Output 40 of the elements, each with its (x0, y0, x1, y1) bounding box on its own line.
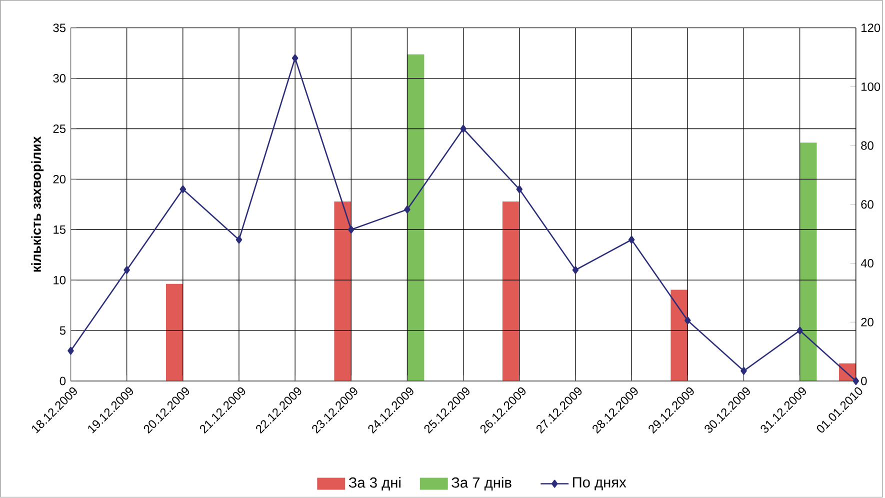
y-tick-label: 5 (60, 326, 66, 335)
y-tick-label: 35 (53, 24, 66, 32)
point (236, 236, 242, 244)
y2-tick-label: 120 (862, 24, 880, 32)
point (404, 206, 410, 214)
bar (407, 54, 424, 382)
point (684, 316, 691, 325)
y-tick-label: 25 (53, 124, 66, 134)
y2-tick-label: 100 (862, 82, 880, 92)
bar (670, 290, 688, 382)
bar (800, 142, 817, 382)
point (348, 226, 354, 234)
point (516, 185, 523, 194)
point (292, 54, 298, 62)
y2-tick-label: 60 (861, 200, 874, 209)
bar (166, 284, 183, 382)
y-tick-label: 0 (60, 376, 66, 386)
y-tick-label: 15 (54, 226, 66, 234)
y-tick-label: 10 (54, 276, 66, 285)
bar (502, 202, 520, 382)
y2-tick-label: 20 (861, 318, 874, 327)
legend-label: За 3 дні (348, 477, 400, 491)
point (852, 377, 860, 386)
point (180, 185, 186, 194)
point (460, 124, 466, 133)
point (796, 326, 803, 335)
point (572, 266, 579, 274)
y-tick-label: 30 (53, 74, 66, 83)
y-tick-label: 20 (53, 175, 66, 184)
y2-tick-label: 80 (861, 141, 874, 150)
y-axis-title: кількість захворілих (31, 136, 44, 272)
point (68, 346, 74, 355)
y2-tick-label: 0 (861, 376, 867, 386)
bar (334, 202, 352, 382)
point (740, 367, 747, 376)
point (124, 266, 130, 274)
legend-label: За 7 днів (452, 477, 512, 491)
point (628, 236, 635, 244)
legend-label: По днях (573, 477, 626, 490)
y2-tick-label: 40 (860, 259, 874, 268)
